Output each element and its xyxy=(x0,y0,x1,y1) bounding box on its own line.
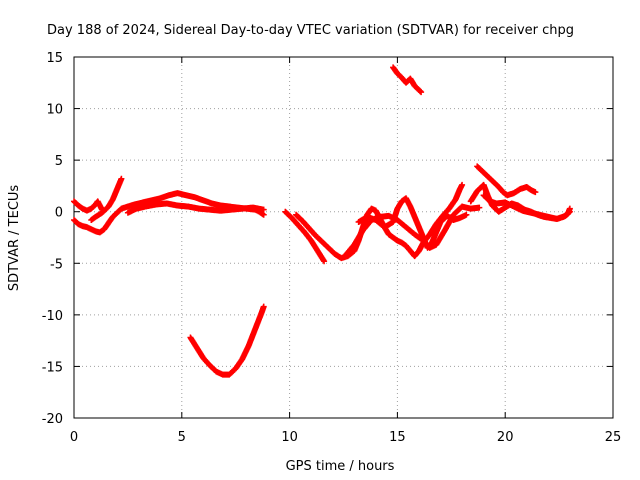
data-series xyxy=(390,64,425,96)
y-tick-label: 0 xyxy=(55,206,63,221)
y-tick-label: 10 xyxy=(46,103,63,118)
ticks: 0 5 10 15 20 25 -20 -15 -10 -5 0 5 10 15 xyxy=(42,51,622,445)
data-point xyxy=(260,303,267,310)
x-tick-label: 0 xyxy=(70,430,78,445)
chart-title: Day 188 of 2024, Sidereal Day-to-day VTE… xyxy=(47,23,574,38)
data-point xyxy=(532,189,539,196)
data-point xyxy=(566,208,573,215)
data-point xyxy=(260,211,267,218)
data-point xyxy=(260,206,267,213)
y-tick-label: -20 xyxy=(42,412,63,427)
data-series xyxy=(282,208,328,265)
data-point xyxy=(459,181,466,188)
x-tick-label: 20 xyxy=(497,430,514,445)
y-tick-label: -15 xyxy=(42,360,63,375)
data-point xyxy=(566,209,573,216)
y-tick-label: -10 xyxy=(42,309,63,324)
data-point xyxy=(463,211,470,218)
y-axis-label: SDTVAR / TECUs xyxy=(7,185,22,292)
y-tick-label: 15 xyxy=(46,51,63,66)
data-point xyxy=(321,258,328,265)
plot-frame xyxy=(73,56,614,419)
x-tick-label: 15 xyxy=(389,430,406,445)
data-point xyxy=(476,204,483,211)
data-series xyxy=(355,195,470,251)
y-tick-label: -5 xyxy=(50,257,63,272)
x-tick-label: 10 xyxy=(281,430,298,445)
data-series xyxy=(474,163,539,199)
data-series xyxy=(124,200,267,216)
grid xyxy=(74,57,613,418)
data-point xyxy=(418,89,425,96)
x-tick-label: 5 xyxy=(178,430,186,445)
data-series xyxy=(88,175,125,223)
data-points xyxy=(71,64,573,378)
data-series xyxy=(187,303,267,378)
y-tick-label: 5 xyxy=(55,154,63,169)
x-tick-label: 25 xyxy=(605,430,622,445)
x-axis-label: GPS time / hours xyxy=(286,459,395,474)
data-series xyxy=(480,192,573,222)
data-point xyxy=(118,175,125,182)
